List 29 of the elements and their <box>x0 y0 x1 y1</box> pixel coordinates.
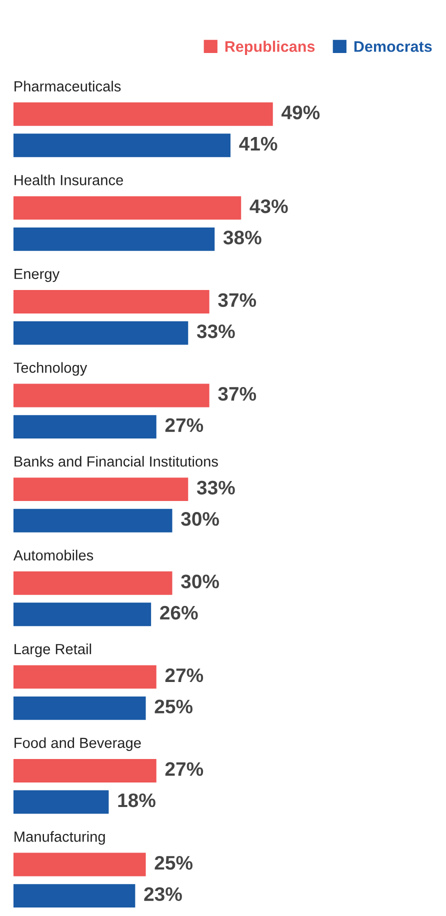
data-label: 18% <box>118 793 156 808</box>
y-tick-label: Health Insurance <box>14 174 123 186</box>
y-tick-label: Banks and Financial Institutions <box>14 456 218 467</box>
y-tick-label: Automobiles <box>13 550 94 560</box>
data-label: 37% <box>218 293 256 307</box>
data-label: 33% <box>196 324 235 338</box>
data-label: 43% <box>250 199 288 214</box>
data-label: 23% <box>144 887 182 902</box>
data-label: 25% <box>154 700 193 714</box>
y-tick-label: Technology <box>14 362 88 376</box>
data-label: 25% <box>154 856 193 870</box>
data-label: 30% <box>181 512 219 526</box>
data-label: 30% <box>181 574 219 588</box>
data-label: 27% <box>165 418 204 432</box>
y-tick-label: Large Retail <box>14 644 92 658</box>
data-label: 26% <box>160 606 198 620</box>
data-label: 49% <box>282 106 320 120</box>
data-label: 41% <box>239 136 278 151</box>
y-tick-label: Energy <box>14 268 60 282</box>
y-tick-label: Manufacturing <box>14 831 105 845</box>
legend-label: Democrats <box>354 41 432 52</box>
data-label: 37% <box>218 386 256 401</box>
data-label: 38% <box>223 230 262 244</box>
legend-label: Republicans <box>225 40 315 55</box>
y-tick-label: Pharmaceuticals <box>14 80 121 92</box>
data-label: 33% <box>196 480 235 495</box>
data-label: 27% <box>165 668 204 682</box>
data-label: 27% <box>165 762 204 776</box>
y-tick-label: Food and Beverage <box>14 737 141 751</box>
